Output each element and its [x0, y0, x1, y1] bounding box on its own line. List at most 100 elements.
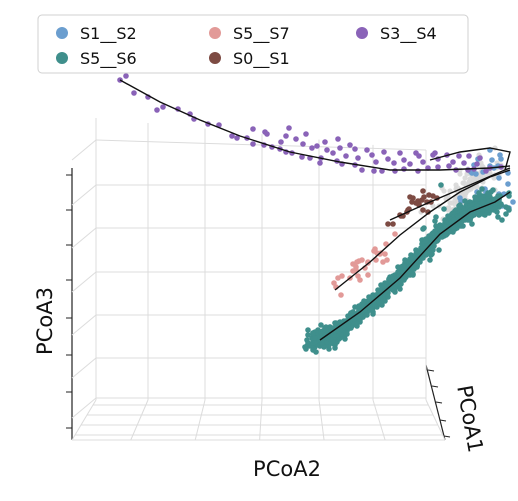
data-point: [505, 181, 511, 187]
data-point: [278, 139, 284, 145]
floor-grid-line-1: [130, 399, 149, 441]
data-point: [229, 133, 235, 139]
legend-marker-s0-s1: [209, 52, 221, 64]
data-point: [420, 248, 426, 254]
series-s0-s1: [385, 188, 440, 227]
data-point: [427, 257, 433, 263]
data-point: [407, 161, 413, 167]
data-point: [400, 270, 406, 276]
data-point: [303, 131, 309, 137]
data-point: [435, 164, 441, 170]
data-point: [397, 150, 403, 156]
data-point: [326, 346, 332, 352]
data-point: [401, 157, 407, 163]
data-point: [480, 200, 486, 206]
data-point: [293, 136, 299, 142]
data-point: [234, 135, 240, 141]
data-point: [420, 207, 426, 213]
legend-marker-s3-s4: [356, 27, 368, 39]
data-point: [314, 143, 320, 149]
trajectory-line-4: [429, 147, 511, 171]
background-point: [462, 175, 468, 181]
data-point: [474, 161, 480, 167]
left-wall-line-2: [71, 227, 97, 249]
axis-ticks: [66, 174, 451, 438]
data-point: [401, 166, 407, 172]
data-point: [465, 167, 471, 173]
data-point: [131, 90, 137, 96]
data-point: [305, 332, 311, 338]
data-point: [426, 192, 432, 198]
data-point: [332, 320, 338, 326]
data-point: [324, 147, 330, 153]
data-point: [154, 107, 160, 113]
floor-grid-line-3: [259, 399, 263, 441]
y-tick-1: [431, 385, 439, 388]
data-point: [390, 221, 396, 227]
x-axis-label: PCoA2: [253, 457, 321, 481]
floor-grid-line-5: [372, 399, 386, 441]
data-point: [343, 153, 349, 159]
data-point: [355, 155, 361, 161]
data-point: [348, 310, 354, 316]
data-point: [420, 159, 426, 165]
data-point: [385, 221, 391, 227]
data-point: [425, 209, 431, 215]
data-point: [373, 159, 379, 165]
data-point: [352, 304, 358, 310]
legend-label-s5-s6: S5__S6: [80, 49, 137, 69]
y-tick-0: [427, 369, 435, 372]
series-s5-s7: [331, 231, 398, 298]
data-point: [350, 268, 356, 274]
data-point: [123, 73, 129, 79]
background-point: [457, 171, 463, 177]
legend-label-s5-s7: S5__S7: [233, 24, 290, 44]
data-point: [510, 199, 516, 205]
data-point: [369, 152, 375, 158]
data-point: [312, 335, 318, 341]
data-point: [420, 188, 426, 194]
data-point: [467, 217, 473, 223]
data-point: [338, 292, 344, 298]
data-point: [391, 160, 397, 166]
legend-marker-s5-s6: [56, 52, 68, 64]
data-point: [317, 160, 323, 166]
data-point: [371, 168, 377, 174]
data-point: [392, 168, 398, 174]
data-point: [477, 155, 483, 161]
legend-label-s0-s1: S0__S1: [233, 49, 290, 69]
floor-grid-line-4: [318, 399, 325, 441]
data-point: [458, 221, 464, 227]
background-point: [447, 200, 453, 206]
data-point: [356, 258, 362, 264]
data-point: [461, 160, 467, 166]
data-point: [496, 175, 502, 181]
data-point: [476, 190, 482, 196]
floor-grid-line-0: [71, 399, 97, 441]
floor-grid-line-2: [194, 399, 206, 441]
left-wall-line-5: [71, 357, 97, 379]
background-point: [476, 175, 482, 181]
data-point: [300, 141, 306, 147]
data-point: [364, 147, 370, 153]
data-point: [441, 206, 447, 212]
data-point: [250, 141, 256, 147]
data-point: [353, 264, 359, 270]
grid-line-horizontal-0: [95, 139, 427, 151]
data-point: [479, 186, 485, 192]
data-point: [347, 142, 353, 148]
data-point: [322, 139, 328, 145]
data-point: [250, 126, 256, 132]
y-tick-4: [443, 435, 451, 438]
data-point: [483, 168, 489, 174]
data-point: [318, 322, 324, 328]
data-point: [497, 152, 503, 158]
trajectory-lines: [119, 79, 511, 341]
data-point: [506, 193, 512, 199]
floor-grid-line-6: [425, 399, 446, 441]
data-point: [395, 264, 401, 270]
data-point: [283, 133, 289, 139]
data-point: [466, 153, 472, 159]
data-point: [410, 271, 416, 277]
